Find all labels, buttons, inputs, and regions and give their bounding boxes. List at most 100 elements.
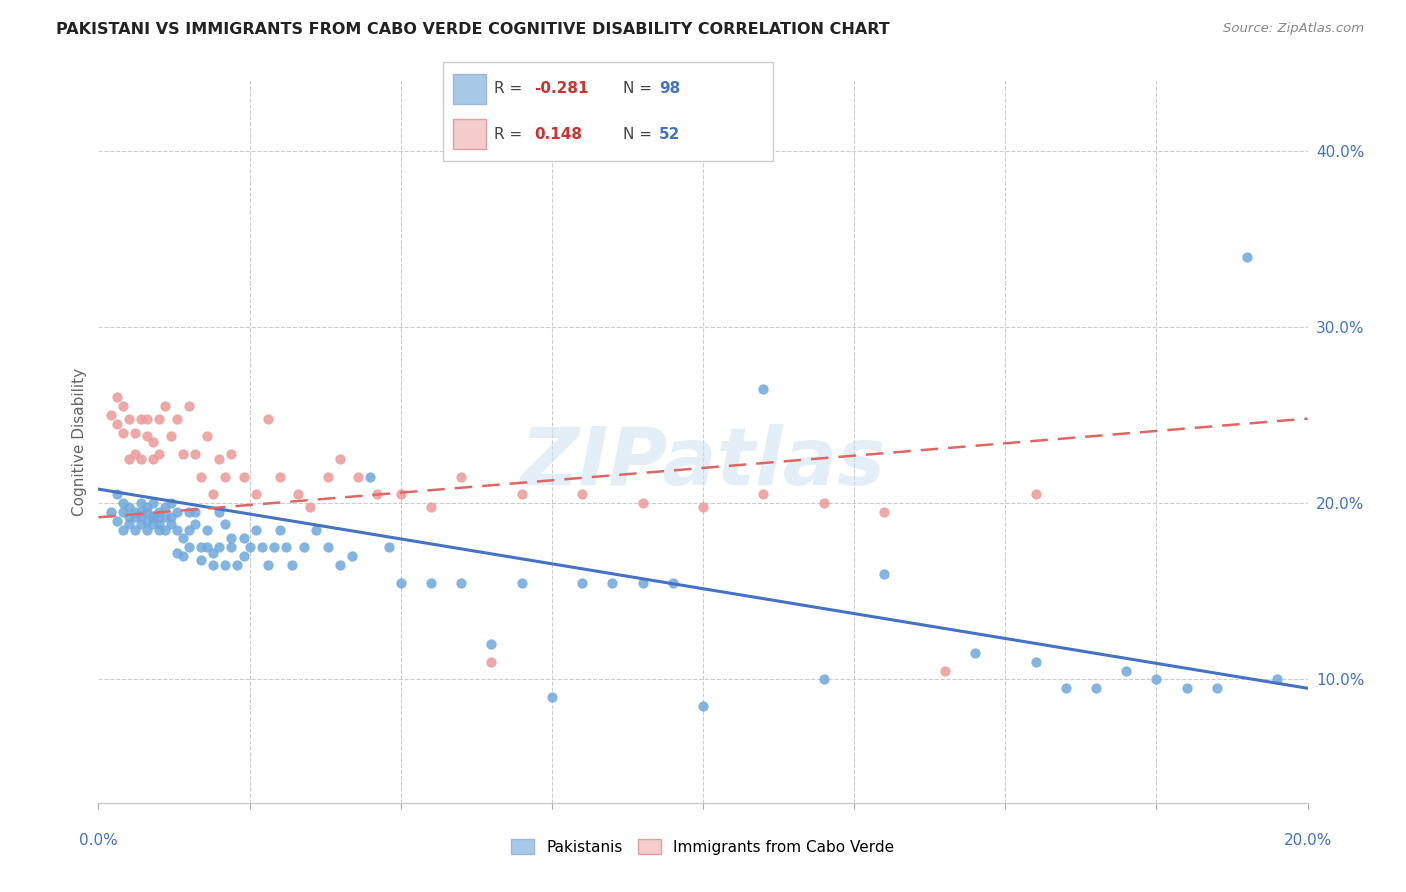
Point bbox=[172, 549, 194, 563]
Point bbox=[135, 514, 157, 528]
Point bbox=[179, 399, 201, 413]
Text: PAKISTANI VS IMMIGRANTS FROM CABO VERDE COGNITIVE DISABILITY CORRELATION CHART: PAKISTANI VS IMMIGRANTS FROM CABO VERDE … bbox=[56, 22, 890, 37]
Point bbox=[148, 510, 170, 524]
Point bbox=[1054, 681, 1077, 696]
FancyBboxPatch shape bbox=[443, 62, 773, 161]
Point bbox=[299, 500, 322, 514]
Point bbox=[873, 566, 896, 581]
Point bbox=[389, 575, 412, 590]
Point bbox=[111, 523, 134, 537]
Point bbox=[195, 523, 218, 537]
Point bbox=[184, 505, 207, 519]
Point bbox=[1267, 673, 1289, 687]
Point bbox=[305, 523, 328, 537]
Point bbox=[124, 447, 146, 461]
Point bbox=[100, 505, 122, 519]
Point bbox=[1085, 681, 1108, 696]
Point bbox=[105, 417, 128, 431]
Point bbox=[481, 637, 503, 651]
Point bbox=[142, 508, 165, 523]
Point bbox=[1024, 487, 1046, 501]
Point bbox=[202, 487, 225, 501]
Point bbox=[142, 434, 165, 449]
Point bbox=[124, 523, 146, 537]
Point bbox=[166, 545, 188, 559]
Point bbox=[142, 452, 165, 467]
Y-axis label: Cognitive Disability: Cognitive Disability bbox=[72, 368, 87, 516]
Point bbox=[239, 541, 262, 555]
Point bbox=[118, 510, 141, 524]
Point bbox=[934, 664, 956, 678]
Point bbox=[232, 532, 254, 546]
Point bbox=[148, 505, 170, 519]
Point bbox=[214, 558, 236, 572]
Point bbox=[100, 408, 122, 422]
Point bbox=[510, 575, 533, 590]
Point bbox=[135, 523, 157, 537]
Text: 52: 52 bbox=[659, 127, 681, 142]
Point bbox=[287, 487, 309, 501]
Point bbox=[160, 496, 183, 510]
Text: R =: R = bbox=[494, 81, 523, 96]
Point bbox=[631, 496, 654, 510]
Point bbox=[873, 505, 896, 519]
Text: -0.281: -0.281 bbox=[534, 81, 588, 96]
Point bbox=[1236, 250, 1258, 264]
Point bbox=[124, 425, 146, 440]
Point bbox=[148, 517, 170, 532]
Point bbox=[420, 500, 443, 514]
Point bbox=[148, 411, 170, 425]
Point bbox=[256, 411, 278, 425]
Point bbox=[105, 391, 128, 405]
Text: 0.148: 0.148 bbox=[534, 127, 582, 142]
Point bbox=[214, 470, 236, 484]
Point bbox=[221, 447, 243, 461]
Point bbox=[1144, 673, 1167, 687]
Point bbox=[202, 545, 225, 559]
Point bbox=[172, 532, 194, 546]
Point bbox=[153, 510, 176, 524]
Point bbox=[179, 523, 201, 537]
Point bbox=[124, 510, 146, 524]
Point bbox=[281, 558, 304, 572]
Point bbox=[1115, 664, 1137, 678]
Point bbox=[752, 382, 775, 396]
Point bbox=[510, 487, 533, 501]
Point bbox=[148, 447, 170, 461]
Point bbox=[153, 523, 176, 537]
Point bbox=[148, 523, 170, 537]
Point bbox=[1206, 681, 1229, 696]
Point bbox=[692, 500, 714, 514]
Point bbox=[118, 452, 141, 467]
Point bbox=[118, 411, 141, 425]
Text: N =: N = bbox=[623, 127, 652, 142]
Point bbox=[481, 655, 503, 669]
Point bbox=[752, 487, 775, 501]
Text: 98: 98 bbox=[659, 81, 681, 96]
Point bbox=[420, 575, 443, 590]
Point bbox=[269, 470, 291, 484]
Point bbox=[105, 514, 128, 528]
Point bbox=[160, 429, 183, 443]
Bar bbox=[453, 120, 486, 149]
Point bbox=[232, 549, 254, 563]
Point bbox=[129, 452, 152, 467]
Point bbox=[226, 558, 249, 572]
Point bbox=[111, 505, 134, 519]
Point bbox=[118, 517, 141, 532]
Point bbox=[389, 487, 412, 501]
Legend: Pakistanis, Immigrants from Cabo Verde: Pakistanis, Immigrants from Cabo Verde bbox=[502, 830, 904, 863]
Point bbox=[329, 452, 352, 467]
Point bbox=[245, 487, 267, 501]
Text: N =: N = bbox=[623, 81, 652, 96]
Point bbox=[256, 558, 278, 572]
Point bbox=[195, 429, 218, 443]
Bar bbox=[453, 74, 486, 103]
Point bbox=[153, 399, 176, 413]
Point bbox=[160, 517, 183, 532]
Point bbox=[166, 411, 188, 425]
Point bbox=[1175, 681, 1198, 696]
Point bbox=[274, 541, 297, 555]
Point bbox=[135, 505, 157, 519]
Text: R =: R = bbox=[494, 127, 523, 142]
